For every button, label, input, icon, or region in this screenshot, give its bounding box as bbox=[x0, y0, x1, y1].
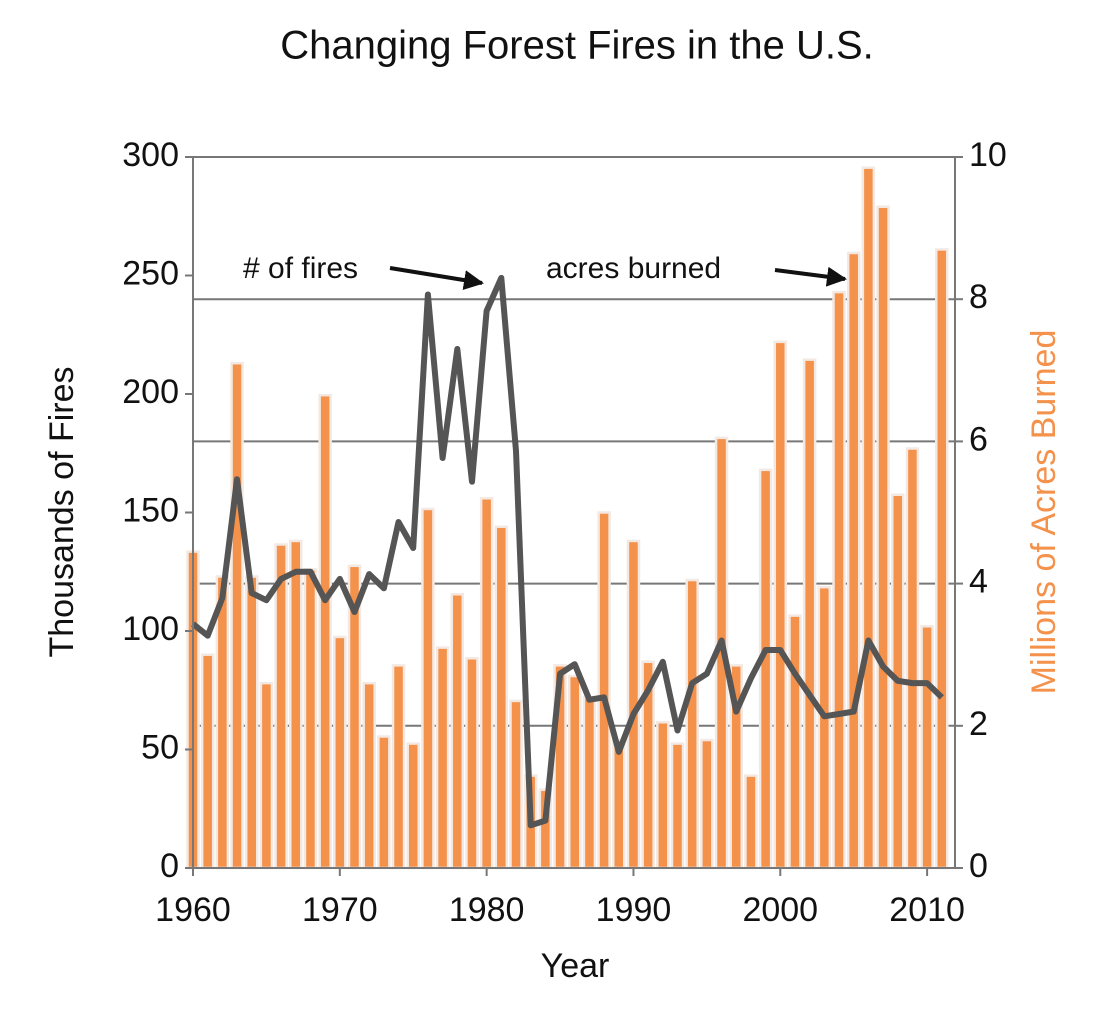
bar bbox=[817, 585, 832, 870]
bar bbox=[567, 674, 582, 870]
bar bbox=[612, 738, 626, 870]
bar bbox=[479, 497, 494, 870]
line bbox=[191, 274, 944, 829]
y-tick-label: 100 bbox=[122, 610, 179, 648]
bar bbox=[494, 525, 509, 870]
x-tick-label: 1980 bbox=[449, 891, 525, 929]
y-axis-label: Thousands of Fires bbox=[43, 366, 81, 657]
bar bbox=[597, 511, 611, 870]
bar bbox=[685, 578, 699, 870]
bar bbox=[670, 742, 685, 870]
annotation-arrow bbox=[389, 266, 484, 290]
bar bbox=[435, 646, 450, 870]
y2-tick-label: 10 bbox=[969, 136, 1007, 174]
bar bbox=[920, 625, 934, 870]
bar bbox=[582, 696, 597, 870]
y-tick-label: 50 bbox=[141, 728, 179, 766]
bar bbox=[333, 635, 347, 870]
annotation: # of fires bbox=[243, 252, 358, 285]
bar bbox=[303, 568, 318, 870]
bar bbox=[377, 735, 391, 870]
bar bbox=[318, 393, 332, 870]
bar bbox=[832, 290, 846, 870]
y-tick-label: 200 bbox=[122, 373, 179, 411]
bar bbox=[200, 653, 215, 870]
lines bbox=[191, 274, 944, 829]
bar bbox=[465, 657, 479, 870]
bar bbox=[802, 358, 817, 870]
x-tick-label: 1960 bbox=[155, 891, 231, 929]
bar bbox=[788, 614, 802, 870]
bar bbox=[230, 361, 244, 870]
x-tick-label: 2010 bbox=[889, 891, 965, 929]
annotation-arrow bbox=[774, 266, 847, 287]
bar bbox=[244, 575, 259, 870]
x-tick-label: 1970 bbox=[302, 891, 378, 929]
bar bbox=[450, 593, 465, 870]
y2-tick-label: 0 bbox=[969, 847, 988, 885]
bar bbox=[421, 507, 435, 870]
chart-title: Changing Forest Fires in the U.S. bbox=[280, 24, 874, 68]
bar bbox=[758, 468, 773, 870]
y-tick-label: 250 bbox=[122, 254, 179, 292]
annotation: acres burned bbox=[546, 252, 721, 285]
bar bbox=[362, 681, 376, 870]
bar bbox=[700, 738, 714, 870]
y2-tick-label: 6 bbox=[969, 420, 988, 458]
bar bbox=[744, 774, 758, 870]
bar bbox=[509, 699, 523, 870]
y2-axis-label: Millions of Acres Burned bbox=[1025, 330, 1063, 695]
annotations: # of fires acres burned bbox=[243, 252, 847, 290]
y-tick-label: 0 bbox=[160, 847, 179, 885]
bar bbox=[391, 664, 406, 870]
x-tick-label: 2000 bbox=[742, 891, 818, 929]
y2-tick-label: 8 bbox=[969, 278, 988, 316]
y-tick-label: 300 bbox=[122, 136, 179, 174]
bar bbox=[259, 681, 274, 870]
bar bbox=[935, 248, 949, 870]
bar bbox=[905, 447, 920, 870]
bar bbox=[846, 251, 861, 870]
y-tick-label: 150 bbox=[122, 491, 179, 529]
bar bbox=[406, 742, 420, 870]
x-tick-label: 1990 bbox=[596, 891, 672, 929]
bar bbox=[274, 543, 288, 870]
bar bbox=[876, 205, 890, 870]
x-axis-label: Year bbox=[541, 947, 610, 985]
y2-tick-label: 2 bbox=[969, 705, 988, 743]
y2-tick-label: 4 bbox=[969, 563, 988, 601]
bar bbox=[656, 720, 670, 870]
bar bbox=[289, 539, 303, 870]
bar bbox=[773, 340, 788, 870]
bar bbox=[215, 575, 230, 870]
axes: 0 50 100 150 200 250 300 0 2 4 6 8 10 1960 1970 1980 199… bbox=[122, 136, 1007, 929]
bar bbox=[861, 166, 876, 870]
